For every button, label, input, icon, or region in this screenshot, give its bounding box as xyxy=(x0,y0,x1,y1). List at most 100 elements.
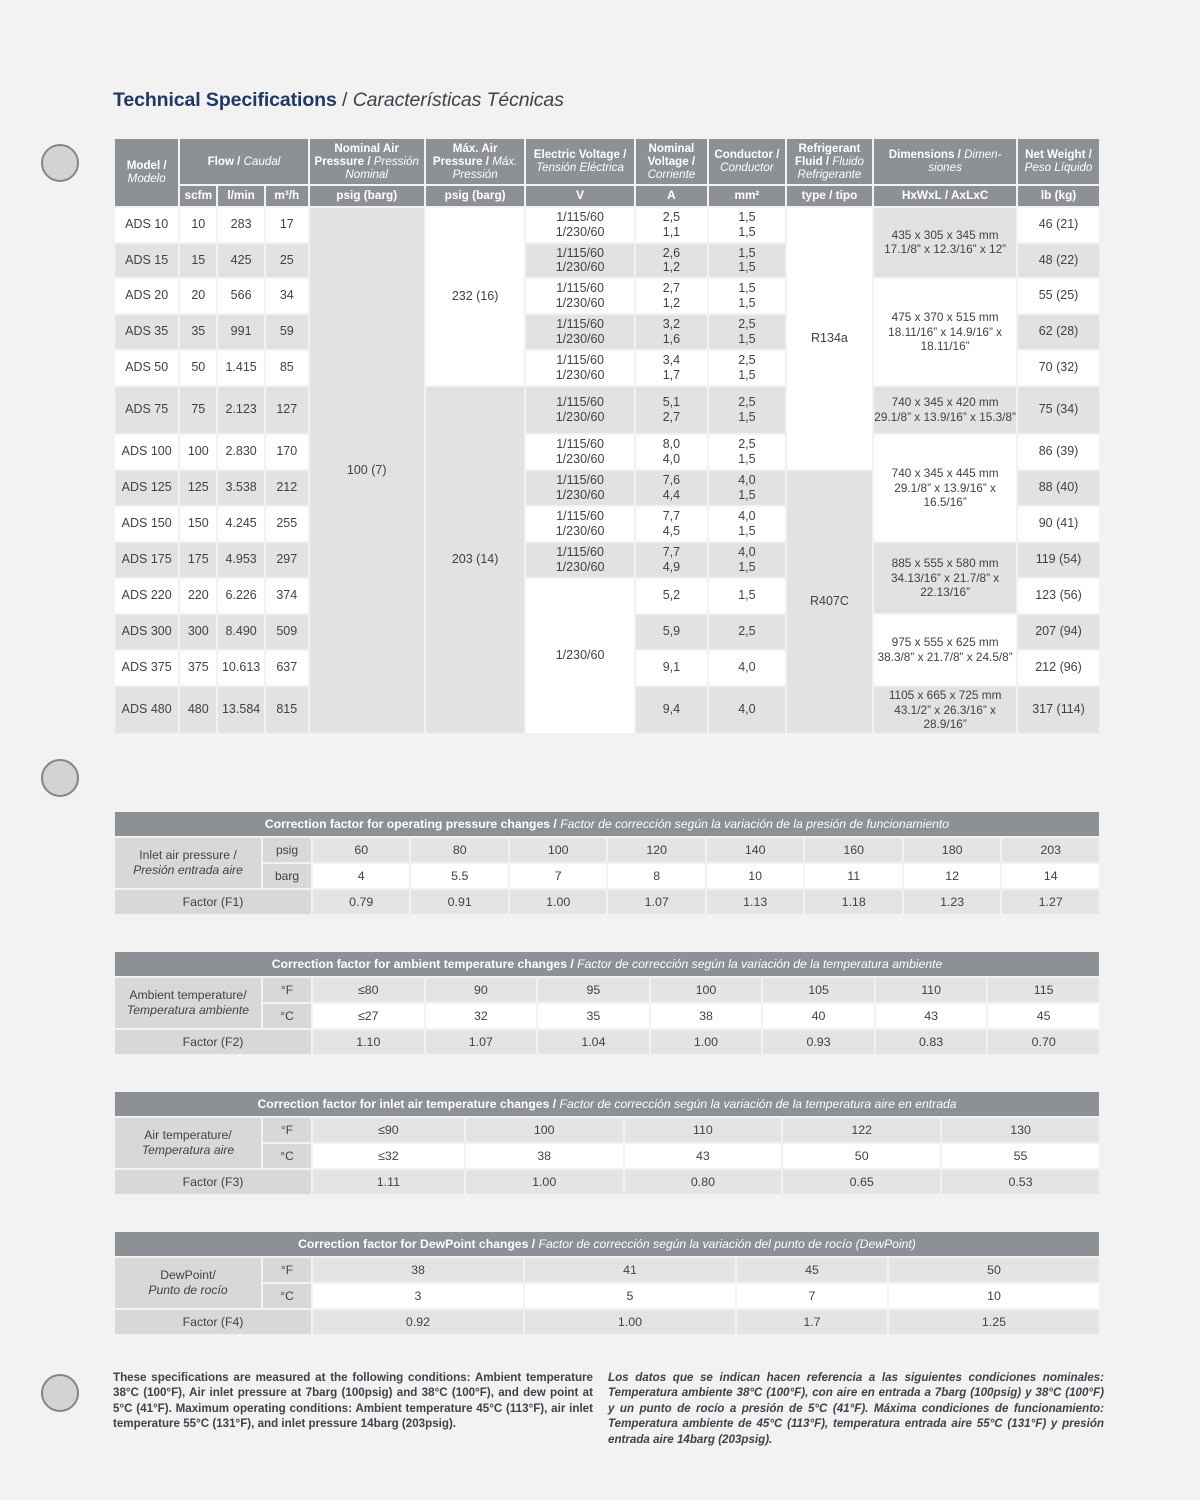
cell-weight: 123 (56) xyxy=(1018,578,1099,613)
cell-current: 9,4 xyxy=(635,686,708,733)
cell-conductor: 1,5 1,5 xyxy=(709,243,785,277)
cell-m3h: 85 xyxy=(265,350,308,385)
header-unit-nominal-pressure: psig (barg) xyxy=(309,185,424,206)
correction-value: 100 xyxy=(509,838,607,862)
correction-factor-value: 0.70 xyxy=(988,1030,1099,1054)
correction-banner: Correction factor for inlet air temperat… xyxy=(115,1092,1099,1116)
correction-value: 60 xyxy=(313,838,410,862)
cell-dimensions: 1105 x 665 x 725 mm 43.1/2” x 26.3/16” x … xyxy=(874,686,1017,733)
correction-factor-value: 1.00 xyxy=(524,1310,735,1334)
cell-model: ADS 50 xyxy=(115,350,179,385)
cell-weight: 88 (40) xyxy=(1018,470,1099,505)
page-title-en: Technical Specifications xyxy=(113,89,337,111)
correction-value: 14 xyxy=(1002,864,1099,888)
correction-banner-row: Correction factor for operating pressure… xyxy=(115,812,1099,836)
table-row: ADS 10 10 283 17 100 (7) 232 (16) 1/115/60 1/23… xyxy=(115,207,1099,733)
correction-factor-value: 1.00 xyxy=(465,1170,623,1194)
cell-lmin: 566 xyxy=(218,278,264,313)
correction-row-factor: Factor (F1) 0.79 0.91 1.00 1.07 1.13 1.18 1.23 1… xyxy=(115,890,1099,914)
header-nominal-air-pressure: Nominal Air Pressure / Pressión Nominal xyxy=(309,139,424,184)
correction-factor-value: 0.65 xyxy=(783,1170,941,1194)
cell-voltage: 1/115/60 1/230/60 xyxy=(526,243,634,277)
correction-factor-label: Factor (F1) xyxy=(115,890,311,914)
cell-conductor: 2,5 1,5 xyxy=(709,350,785,385)
table-row: ADS 15 15 425 25 1/115/60 1/230/60 2,6 1,2 1,5 1,… xyxy=(115,243,1099,277)
correction-factor-value: 1.7 xyxy=(736,1310,887,1334)
conditions-note-es: Los datos que se indican hacen referenci… xyxy=(608,1371,1104,1446)
correction-value: 110 xyxy=(875,978,987,1002)
correction-value: 120 xyxy=(608,838,705,862)
cell-max-pressure: 203 (14) xyxy=(425,386,525,733)
cell-conductor: 1,5 xyxy=(709,578,785,613)
correction-factor-value: 0.79 xyxy=(313,890,410,914)
cell-conductor: 1,5 1,5 xyxy=(709,207,785,242)
cell-scfm: 50 xyxy=(180,350,217,385)
bullet-marker-3 xyxy=(41,1374,79,1412)
cell-m3h: 297 xyxy=(265,542,308,577)
correction-factor-value: 1.18 xyxy=(805,890,902,914)
correction-row-unit2: °C 3 5 7 10 xyxy=(115,1284,1099,1308)
correction-value: 160 xyxy=(805,838,902,862)
correction-value: 12 xyxy=(903,864,1001,888)
correction-factor-value: 1.11 xyxy=(313,1170,464,1194)
cell-current: 7,7 4,9 xyxy=(635,542,708,577)
correction-table-f3: Correction factor for inlet air temperat… xyxy=(113,1090,1101,1196)
cell-scfm: 220 xyxy=(180,578,217,613)
header-flow: Flow / Caudal xyxy=(180,139,308,184)
cell-current: 5,9 xyxy=(635,614,708,649)
correction-row-label: Ambient temperature/Temperatura ambiente xyxy=(115,978,261,1028)
correction-value: 3 xyxy=(313,1284,523,1308)
correction-value: ≤80 xyxy=(313,978,424,1002)
table-row: ADS 175 175 4.953 297 1/115/60 1/230/60 7,7 4,9… xyxy=(115,542,1099,613)
correction-factor-value: 0.80 xyxy=(624,1170,782,1194)
table-row: ADS 300 300 8.490 509 5,9 2,5 975 x 555 x 625 … xyxy=(115,614,1099,685)
correction-value: 45 xyxy=(736,1258,887,1282)
cell-current: 5,2 xyxy=(635,578,708,613)
correction-value: 35 xyxy=(538,1004,649,1028)
cell-scfm: 20 xyxy=(180,278,217,313)
cell-scfm: 100 xyxy=(180,434,217,469)
cell-weight: 70 (32) xyxy=(1018,350,1099,385)
specifications-table: Model / Modelo Flow / Caudal Nominal Air Pr… xyxy=(113,137,1101,735)
cell-weight: 90 (41) xyxy=(1018,506,1099,541)
cell-dimensions: 885 x 555 x 580 mm 34.13/16” x 21.7/8” x … xyxy=(874,542,1017,613)
table-row: ADS 125 125 3.538 212 1/115/60 1/230/60 7,6 4,4… xyxy=(115,470,1099,733)
correction-value: 110 xyxy=(624,1118,782,1142)
correction-row-unit2: °C ≤32 38 43 50 55 xyxy=(115,1144,1099,1168)
table-row: ADS 150 150 4.245 255 1/115/60 1/230/60 7,7 4,5… xyxy=(115,506,1099,541)
correction-factor-value: 0.92 xyxy=(313,1310,523,1334)
cell-dimensions: 740 x 345 x 445 mm 29.1/8” x 13.9/16” x 1… xyxy=(874,434,1017,541)
correction-row-label: DewPoint/Punto de rocío xyxy=(115,1258,261,1308)
correction-row-unit1: Inlet air pressure / Presión entrada aire… xyxy=(115,838,1099,888)
header-unit-weight: lb (kg) xyxy=(1018,185,1099,206)
cell-scfm: 375 xyxy=(180,650,217,685)
header-unit-voltage: V xyxy=(526,185,634,206)
correction-value: 50 xyxy=(783,1144,941,1168)
correction-factor-label: Factor (F2) xyxy=(115,1030,311,1054)
correction-table-f1: Correction factor for operating pressure… xyxy=(113,810,1101,916)
correction-row-factor: Factor (F4) 0.92 1.00 1.7 1.25 xyxy=(115,1310,1099,1334)
header-unit-dimensions: HxWxL / AxLxC xyxy=(874,185,1017,206)
correction-factor-value: 1.10 xyxy=(313,1030,424,1054)
cell-voltage: 1/115/60 1/230/60 xyxy=(526,470,634,505)
header-unit-lmin: l/min xyxy=(218,185,264,206)
correction-unit-secondary: °C xyxy=(263,1144,311,1168)
correction-unit-primary: psig xyxy=(263,838,311,862)
cell-conductor: 4,0 1,5 xyxy=(709,542,785,577)
cell-weight: 207 (94) xyxy=(1018,614,1099,649)
cell-dimensions: 740 x 345 x 420 mm 29.1/8” x 13.9/16” x 1… xyxy=(874,386,1017,433)
cell-m3h: 59 xyxy=(265,314,308,349)
cell-m3h: 637 xyxy=(265,650,308,685)
cell-model: ADS 100 xyxy=(115,434,179,469)
correction-value: 90 xyxy=(425,978,537,1002)
correction-factor-label: Factor (F3) xyxy=(115,1170,311,1194)
cell-lmin: 8.490 xyxy=(218,614,264,649)
cell-dimensions: 475 x 370 x 515 mm 18.11/16” x 14.9/16” x… xyxy=(874,278,1017,385)
correction-value: 41 xyxy=(524,1258,735,1282)
correction-row-unit2: °C ≤27 32 35 38 40 43 45 xyxy=(115,1004,1099,1028)
table-row: ADS 220 220 6.226 374 1/230/60 5,2 1,5 123 (56) xyxy=(115,578,1099,733)
correction-factor-value: 1.00 xyxy=(509,890,607,914)
correction-banner-row: Correction factor for inlet air temperat… xyxy=(115,1092,1099,1116)
correction-value: 203 xyxy=(1002,838,1099,862)
correction-factor-value: 1.07 xyxy=(608,890,705,914)
